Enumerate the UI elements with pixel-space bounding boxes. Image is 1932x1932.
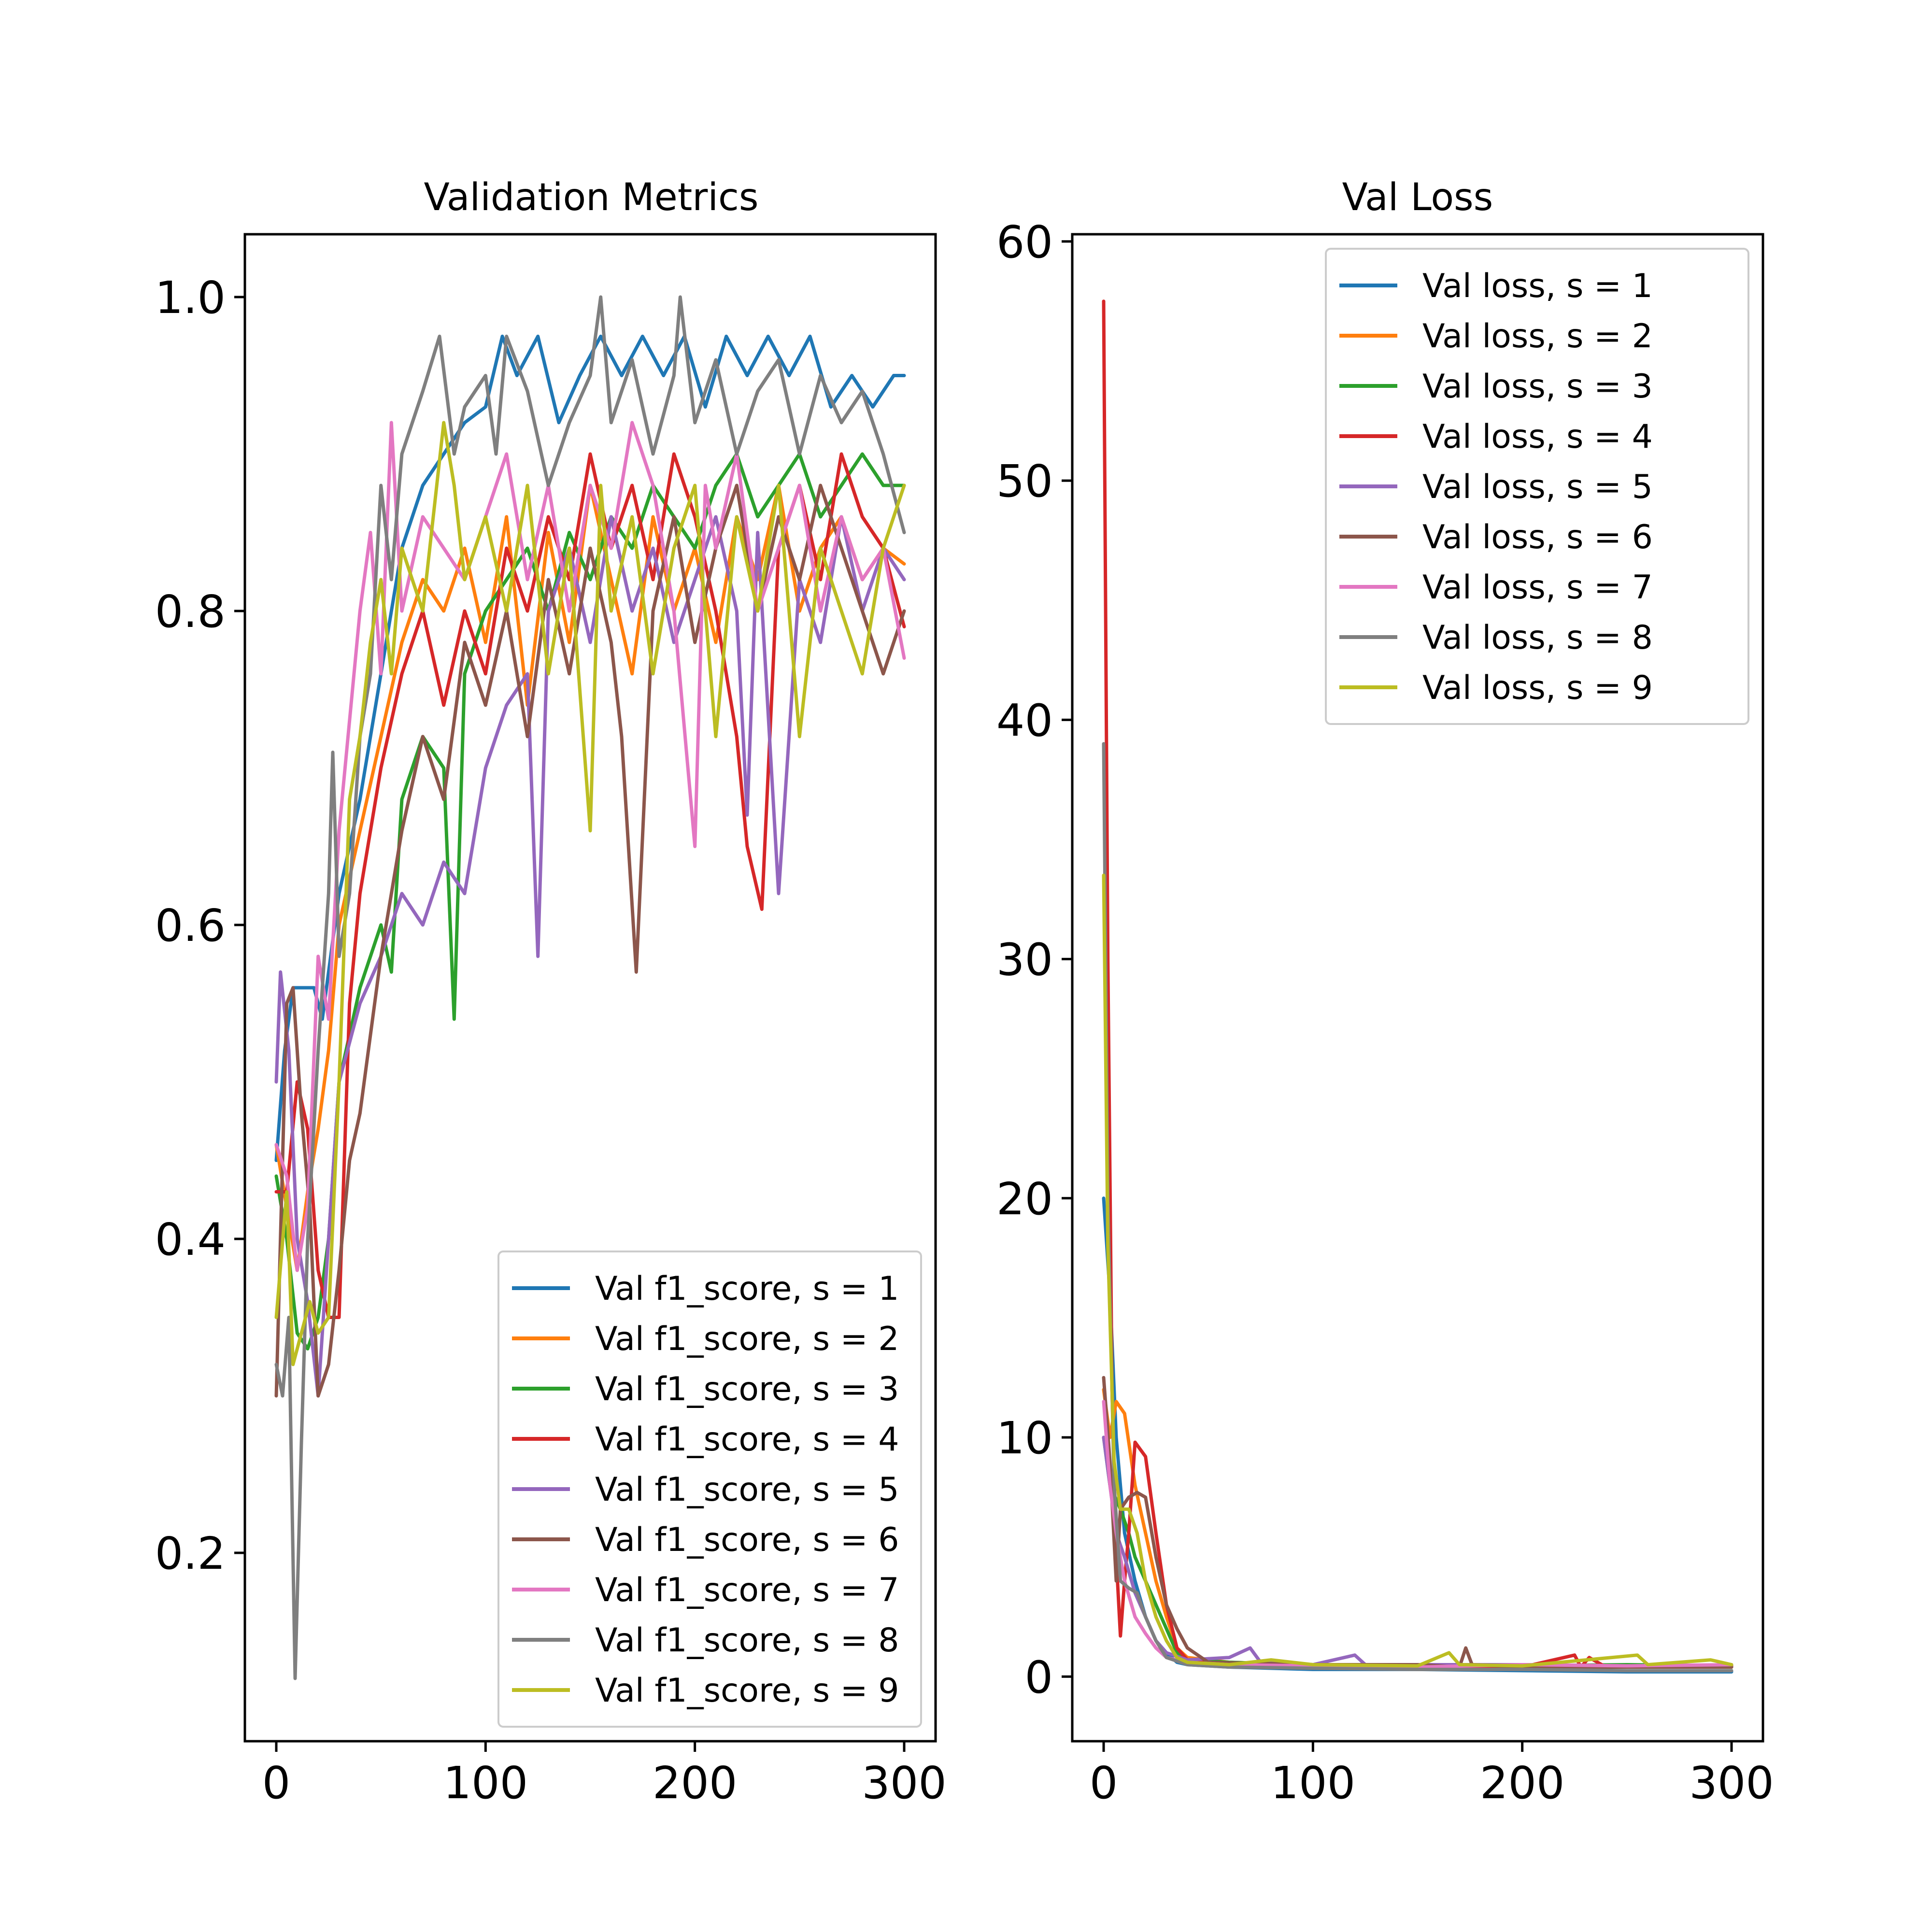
series-line-s8 [274,295,906,1680]
x-tick-label: 300 [1689,1757,1774,1809]
x-tick-label: 300 [862,1757,947,1809]
y-tick-label: 1.0 [155,272,226,324]
legend-label-s9: Val loss, s = 9 [1422,669,1653,707]
y-tick-label: 10 [996,1412,1053,1464]
x-tick-label: 200 [653,1757,738,1809]
legend-label-s2: Val f1_score, s = 2 [595,1320,899,1358]
legend-label-s1: Val f1_score, s = 1 [595,1270,899,1308]
x-tick-label: 0 [262,1757,291,1809]
legend-label-s7: Val f1_score, s = 7 [595,1571,899,1609]
x-tick-label: 200 [1480,1757,1565,1809]
loss-title: Val Loss [1342,176,1493,219]
legend-label-s9: Val f1_score, s = 9 [595,1672,899,1710]
x-tick-label: 100 [443,1757,528,1809]
y-tick-label: 40 [996,695,1053,746]
legend-label-s3: Val f1_score, s = 3 [595,1370,899,1408]
loss-series-lines [1102,299,1733,1674]
legend-label-s1: Val loss, s = 1 [1422,267,1653,305]
series-line-s9 [274,421,906,1366]
legend-label-s6: Val loss, s = 6 [1422,518,1653,556]
legend-label-s8: Val f1_score, s = 8 [595,1621,899,1660]
legend-label-s5: Val loss, s = 5 [1422,468,1653,506]
y-tick-label: 0.2 [155,1528,226,1579]
series-line-s9 [1102,873,1733,1668]
metrics-subplot: Validation Metrics 0 100 200 300 0.2 0.4 0.6 0.… [155,176,947,1809]
y-tick-label: 50 [996,455,1053,507]
x-tick-label: 0 [1090,1757,1118,1809]
metrics-series-lines [274,295,906,1680]
series-line-s1 [274,334,906,1162]
legend-box [497,1250,922,1728]
y-tick-label: 0.8 [155,586,226,638]
legend-box [1325,248,1749,725]
legend-label-s7: Val loss, s = 7 [1422,568,1653,607]
legend-label-s4: Val loss, s = 4 [1422,418,1653,456]
legend-label-s4: Val f1_score, s = 4 [595,1421,899,1459]
y-tick-label: 20 [996,1173,1053,1225]
legend-label-s8: Val loss, s = 8 [1422,619,1653,657]
legend-label-s5: Val f1_score, s = 5 [595,1471,899,1509]
y-tick-label: 0.4 [155,1214,226,1265]
series-line-s8 [1102,742,1733,1673]
metrics-axis-ticks: 0 100 200 300 0.2 0.4 0.6 0.8 1.0 [155,272,947,1809]
metrics-legend: Val f1_score, s = 1 Val f1_score, s = 2 Va… [497,1250,922,1728]
series-line-s6 [274,483,906,1398]
y-tick-label: 60 [996,216,1053,268]
metrics-axes-frame [243,233,937,1743]
metrics-title: Validation Metrics [424,176,758,219]
legend-label-s6: Val f1_score, s = 6 [595,1521,899,1559]
y-tick-label: 0 [1024,1651,1053,1703]
loss-legend: Val loss, s = 1 Val loss, s = 2 Val loss, … [1325,248,1749,725]
legend-label-s3: Val loss, s = 3 [1422,368,1653,406]
series-line-s5 [274,515,906,1398]
y-tick-label: 0.6 [155,900,226,952]
y-tick-label: 30 [996,934,1053,986]
loss-subplot: Val Loss 0 100 200 300 0 10 20 30 40 50 60 Val los… [996,176,1774,1809]
legend-label-s2: Val loss, s = 2 [1422,317,1653,355]
x-tick-label: 100 [1271,1757,1356,1809]
loss-axis-ticks: 0 100 200 300 0 10 20 30 40 50 60 [996,216,1774,1809]
loss-axes-frame [1071,233,1764,1743]
